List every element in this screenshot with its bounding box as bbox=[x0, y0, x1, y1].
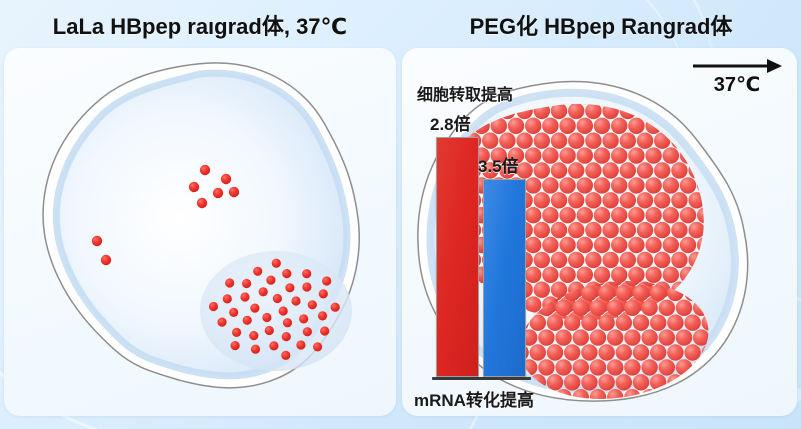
left-panel bbox=[4, 48, 396, 416]
bar-red[interactable] bbox=[436, 137, 479, 377]
left-cell-svg bbox=[42, 62, 361, 389]
left-cell-nucleus bbox=[200, 251, 352, 371]
left-cell-nucleus-particles bbox=[208, 258, 340, 360]
temperature-value: 37℃ bbox=[713, 74, 761, 96]
bar-value-label-blue: 3.5倍 bbox=[478, 157, 519, 176]
bar-value-label-red: 2.8倍 bbox=[430, 115, 471, 134]
right-panel: 37℃ 细胞转取提高 2.8倍 3.5倍 mRNA转化提高 bbox=[402, 48, 797, 416]
chart-x-axis-label: mRNA转化提高 bbox=[414, 391, 534, 410]
chart-title: 细胞转取提高 bbox=[417, 87, 514, 104]
bar-chart: 细胞转取提高 2.8倍 3.5倍 mRNA转化提高 bbox=[410, 48, 545, 416]
arrow-right-icon bbox=[693, 59, 782, 73]
temperature-indicator: 37℃ bbox=[691, 58, 783, 96]
left-cell-scattered-particles bbox=[91, 164, 240, 266]
left-cell-illustration bbox=[4, 48, 396, 416]
right-panel-title: PEG化 HBpep Rangrad体 bbox=[469, 14, 733, 39]
chart-baseline bbox=[432, 377, 531, 380]
bar-blue[interactable] bbox=[483, 179, 526, 377]
left-panel-title: LaLa HBpep raıgrad体, 37℃ bbox=[52, 14, 348, 39]
